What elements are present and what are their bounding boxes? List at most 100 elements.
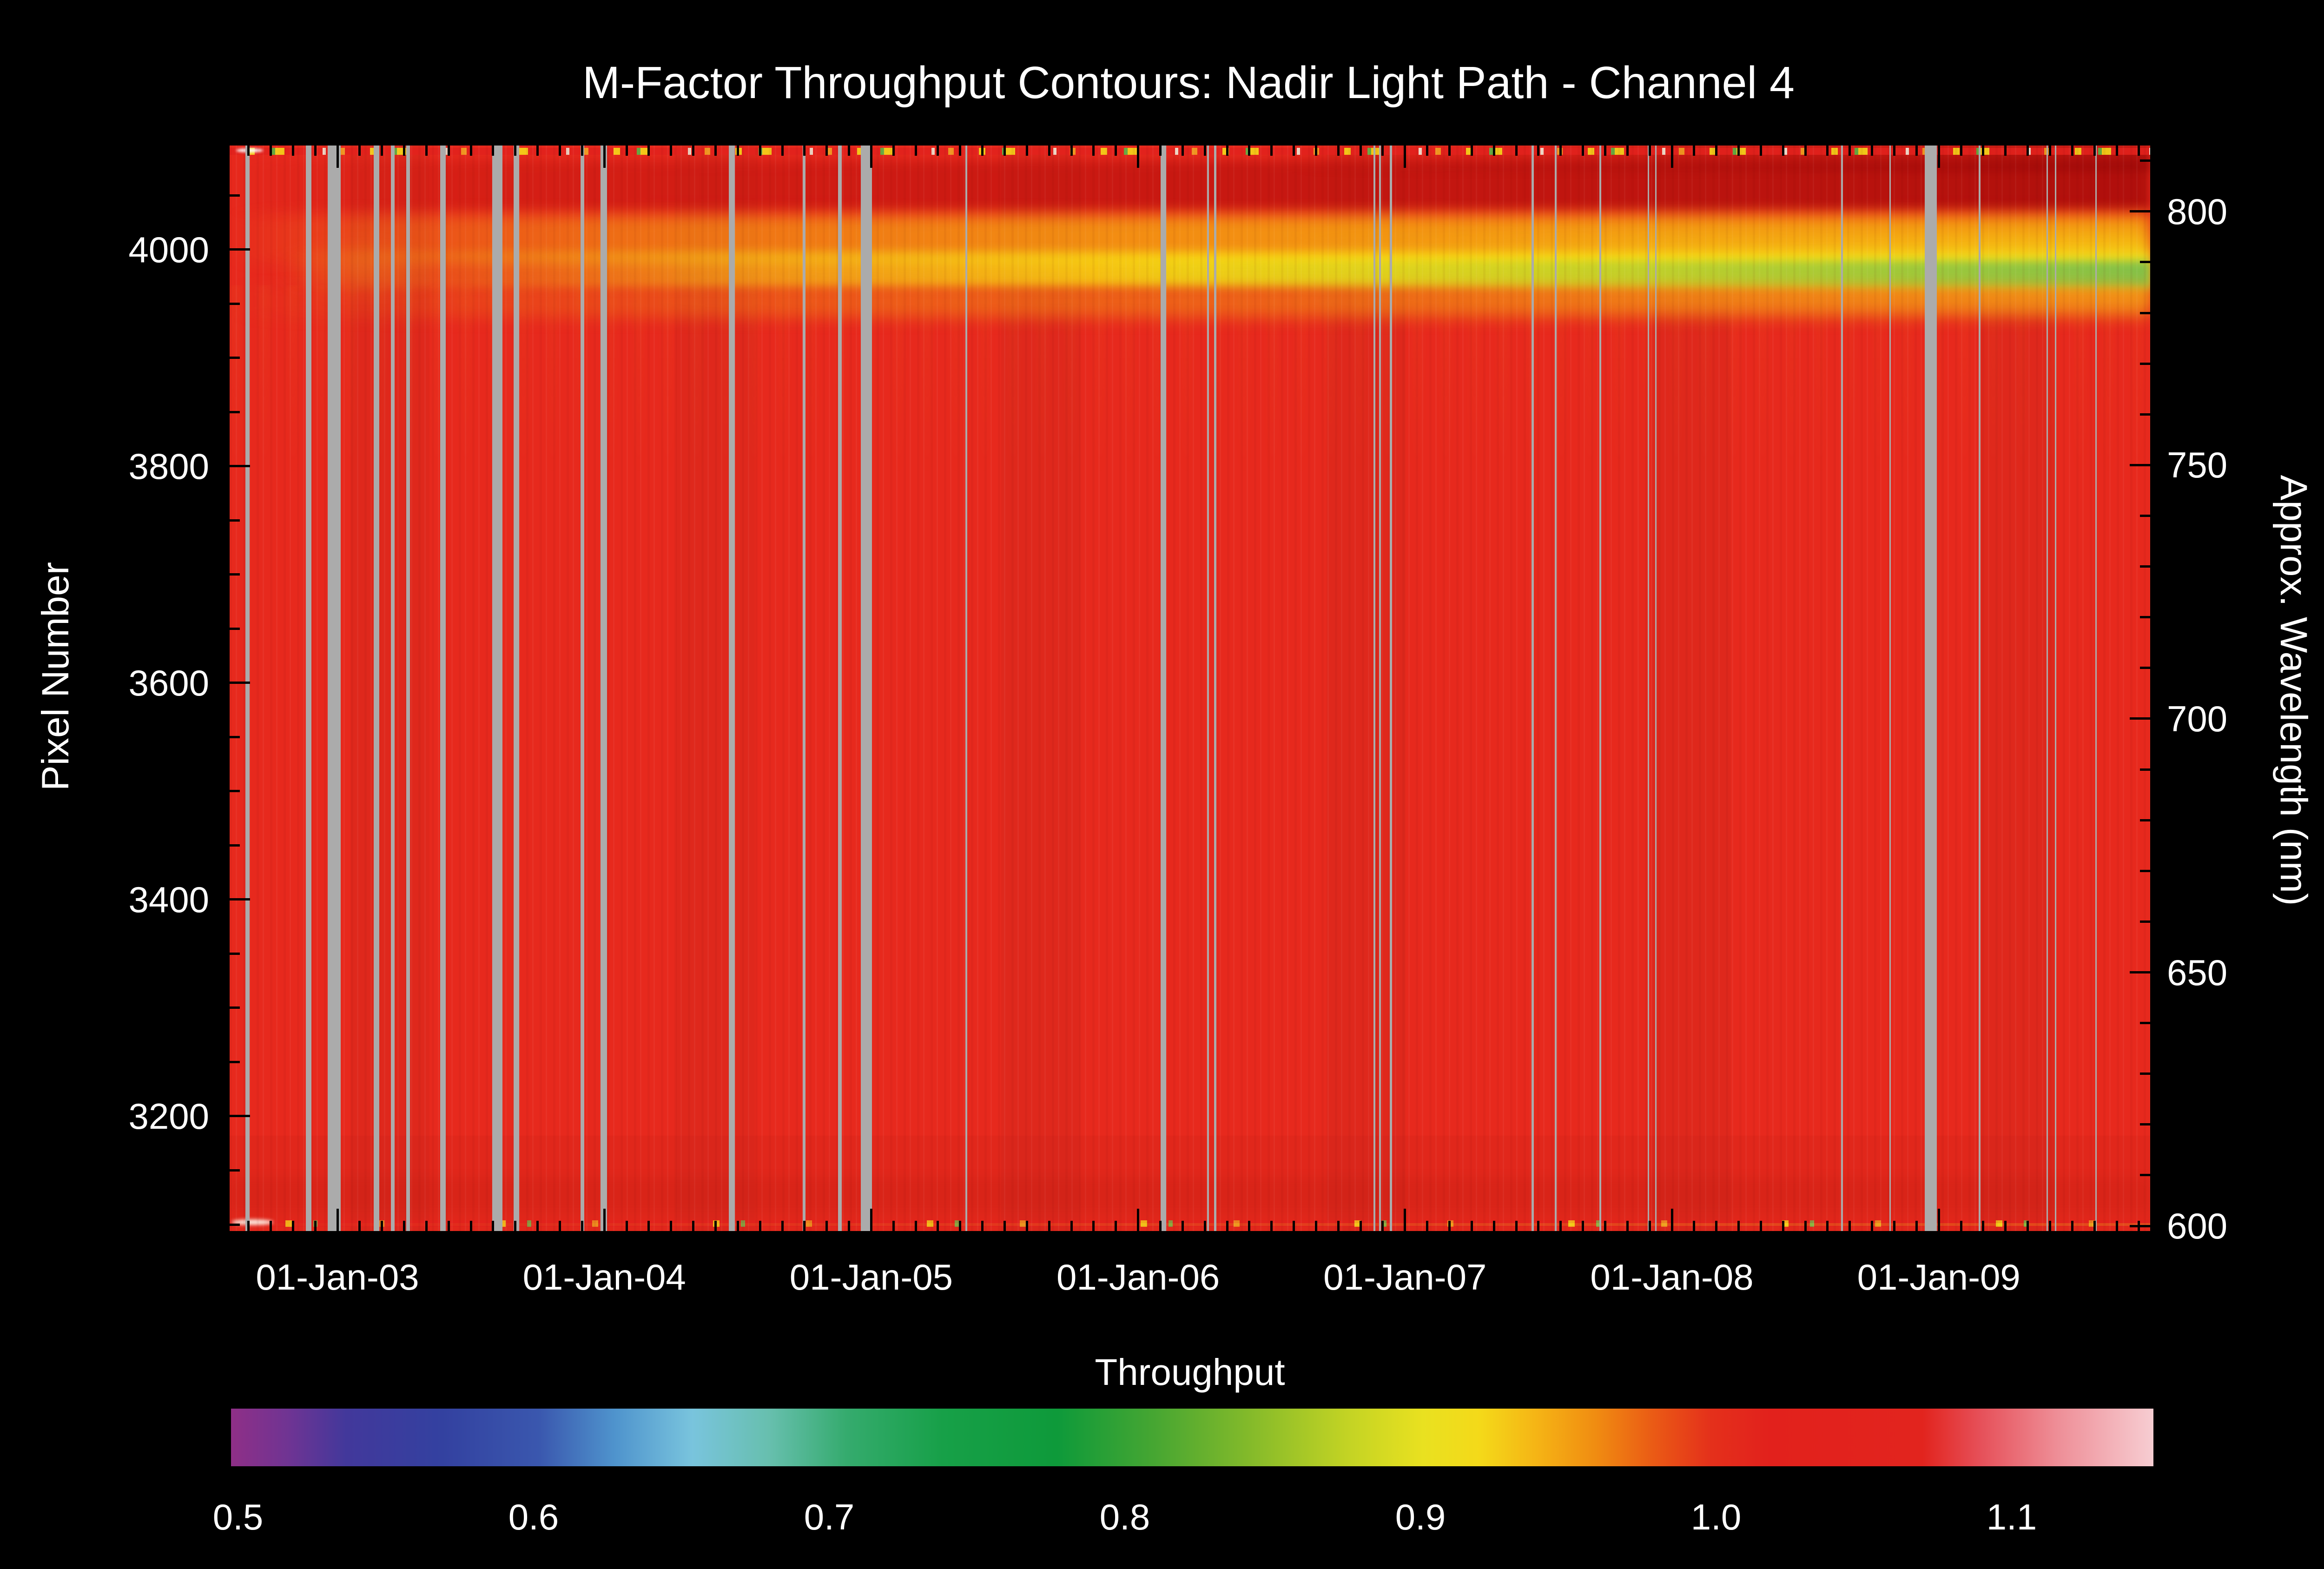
colorbar-tick-label: 0.6 [508, 1496, 559, 1537]
x-tick-minor-top [1359, 146, 1362, 156]
band-degrading-green-core [230, 261, 2150, 288]
x-tick-minor-top [914, 146, 917, 156]
x-tick-minor-bottom [403, 1221, 406, 1231]
data-gap-stripe [245, 146, 250, 1231]
x-tick-minor-bottom [1782, 1221, 1784, 1231]
data-gap-stripe [406, 146, 410, 1231]
y-axis-title-right: Approx. Wavelength (nm) [2272, 475, 2315, 906]
heatmap-plot-area [230, 146, 2150, 1231]
x-tick-minor-bottom [1693, 1221, 1696, 1231]
x-tick-minor-top [1715, 146, 1718, 156]
x-tick-minor-bottom [781, 1221, 784, 1231]
x-tick-minor-bottom [269, 1221, 272, 1231]
x-tick-minor-bottom [1893, 1221, 1895, 1231]
x-tick-minor-bottom [692, 1221, 695, 1231]
data-gap-stripe [1532, 146, 1534, 1231]
x-tick-major-top [603, 146, 606, 168]
y-left-tick-minor [230, 519, 240, 522]
x-tick-minor-bottom [2004, 1221, 2007, 1231]
x-tick-major-top [336, 146, 339, 168]
y-right-tick-minor [2140, 311, 2150, 314]
x-tick-minor-bottom [1426, 1221, 1429, 1231]
x-tick-minor-bottom [1092, 1221, 1095, 1231]
x-tick-minor-top [1982, 146, 1985, 156]
x-tick-minor-bottom [1871, 1221, 1874, 1231]
x-tick-major-top [1670, 146, 1673, 168]
x-tick-minor-bottom [1448, 1221, 1451, 1231]
y-right-tick-label: 650 [2167, 952, 2228, 993]
y-right-tick-minor [2140, 362, 2150, 365]
heatmap-texture-broad [230, 146, 2150, 1231]
data-gap-stripe [1207, 146, 1209, 1231]
band-degrading-onset-blob [271, 241, 448, 297]
x-tick-minor-top [1515, 146, 1518, 156]
data-gap-stripe [374, 146, 380, 1231]
y-left-tick-major [230, 248, 250, 251]
x-tick-minor-top [1270, 146, 1273, 156]
data-gap-stripe [728, 146, 735, 1231]
x-tick-major-bottom [603, 1209, 606, 1231]
data-gap-stripe [1373, 146, 1376, 1231]
x-tick-minor-top [1559, 146, 1562, 156]
x-tick-minor-bottom [714, 1221, 717, 1231]
y-left-tick-minor [230, 1060, 240, 1063]
y-right-tick-minor [2140, 667, 2150, 669]
x-tick-minor-bottom [759, 1221, 761, 1231]
x-tick-minor-top [1025, 146, 1028, 156]
x-tick-minor-top [1582, 146, 1585, 156]
x-tick-minor-bottom [469, 1221, 472, 1231]
y-right-tick-minor [2140, 1174, 2150, 1177]
x-tick-label: 01-Jan-03 [256, 1257, 419, 1298]
x-tick-minor-bottom [625, 1221, 628, 1231]
x-tick-minor-bottom [825, 1221, 828, 1231]
y-right-tick-minor [2140, 565, 2150, 568]
x-tick-minor-top [447, 146, 450, 156]
x-tick-minor-bottom [1337, 1221, 1340, 1231]
y-left-tick-minor [230, 735, 240, 738]
x-tick-minor-top [1492, 146, 1495, 156]
x-tick-minor-bottom [1159, 1221, 1162, 1231]
x-tick-label: 01-Jan-08 [1590, 1257, 1754, 1298]
x-tick-label: 01-Jan-07 [1323, 1257, 1487, 1298]
y-right-tick-minor [2140, 819, 2150, 821]
x-tick-minor-bottom [514, 1221, 517, 1231]
x-tick-minor-bottom [1648, 1221, 1651, 1231]
x-tick-minor-top [1960, 146, 1962, 156]
x-tick-minor-bottom [848, 1221, 851, 1231]
chart-title: M-Factor Throughput Contours: Nadir Ligh… [582, 57, 1795, 108]
x-tick-minor-bottom [647, 1221, 650, 1231]
y-left-tick-major [230, 682, 250, 684]
colorbar [231, 1409, 2153, 1466]
x-tick-minor-bottom [291, 1221, 294, 1231]
x-tick-minor-top [1737, 146, 1740, 156]
x-tick-minor-top [1203, 146, 1206, 156]
x-tick-minor-top [2071, 146, 2073, 156]
x-tick-minor-top [647, 146, 650, 156]
x-tick-minor-bottom [1559, 1221, 1562, 1231]
colorbar-tick-label: 1.1 [1986, 1496, 2037, 1537]
colorbar-tick-label: 0.5 [212, 1496, 264, 1537]
y-right-tick-minor [2140, 1123, 2150, 1126]
data-gap-stripe [1841, 146, 1843, 1231]
colorbar-tick-label: 1.0 [1690, 1496, 1742, 1537]
x-tick-minor-bottom [1070, 1221, 1073, 1231]
x-tick-minor-top [781, 146, 784, 156]
x-tick-minor-bottom [247, 1221, 250, 1231]
x-tick-minor-bottom [1314, 1221, 1317, 1231]
data-gap-stripe [440, 146, 446, 1231]
y-right-tick-major [2130, 971, 2150, 974]
x-tick-minor-top [1159, 146, 1162, 156]
x-tick-minor-bottom [803, 1221, 806, 1231]
x-tick-minor-bottom [381, 1221, 383, 1231]
x-tick-minor-top [736, 146, 739, 156]
x-tick-minor-top [937, 146, 939, 156]
data-gap-stripe [861, 146, 872, 1231]
x-tick-minor-top [981, 146, 984, 156]
y-right-tick-major [2130, 1225, 2150, 1227]
y-left-tick-minor [230, 952, 240, 955]
data-gap-stripe [305, 146, 311, 1231]
y-left-tick-label: 3400 [128, 879, 209, 920]
x-tick-minor-bottom [1470, 1221, 1473, 1231]
y-right-tick-label: 800 [2167, 191, 2228, 232]
x-tick-major-bottom [1137, 1209, 1140, 1231]
